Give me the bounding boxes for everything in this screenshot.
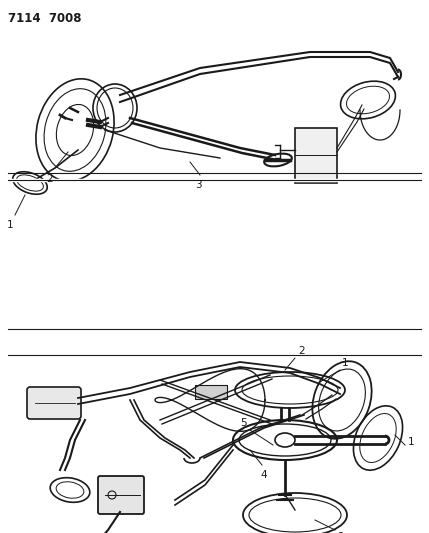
Bar [295, 128, 337, 183]
FancyBboxPatch shape [98, 476, 144, 514]
Text: 1: 1 [408, 437, 414, 447]
Text: 5: 5 [240, 418, 247, 428]
Text: 2: 2 [47, 174, 53, 184]
Bar [195, 385, 227, 399]
Text: 2: 2 [298, 346, 305, 356]
Text: 1: 1 [342, 358, 349, 368]
FancyBboxPatch shape [27, 387, 81, 419]
Text: 4: 4 [260, 470, 267, 480]
Text: 7114  7008: 7114 7008 [8, 12, 82, 25]
Text: 2: 2 [337, 532, 344, 533]
Text: 3: 3 [195, 180, 201, 190]
Text: 1: 1 [7, 220, 13, 230]
